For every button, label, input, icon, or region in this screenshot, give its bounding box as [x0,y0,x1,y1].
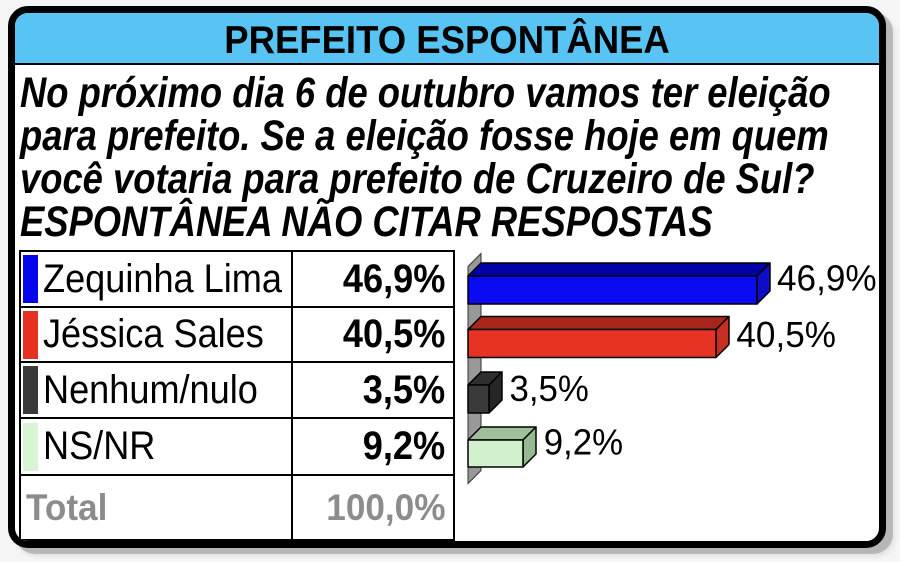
svg-text:3,5%: 3,5% [510,368,589,409]
svg-text:9,2%: 9,2% [544,422,623,463]
svg-text:46,9%: 46,9% [777,258,877,299]
svg-text:40,5%: 40,5% [736,314,836,355]
